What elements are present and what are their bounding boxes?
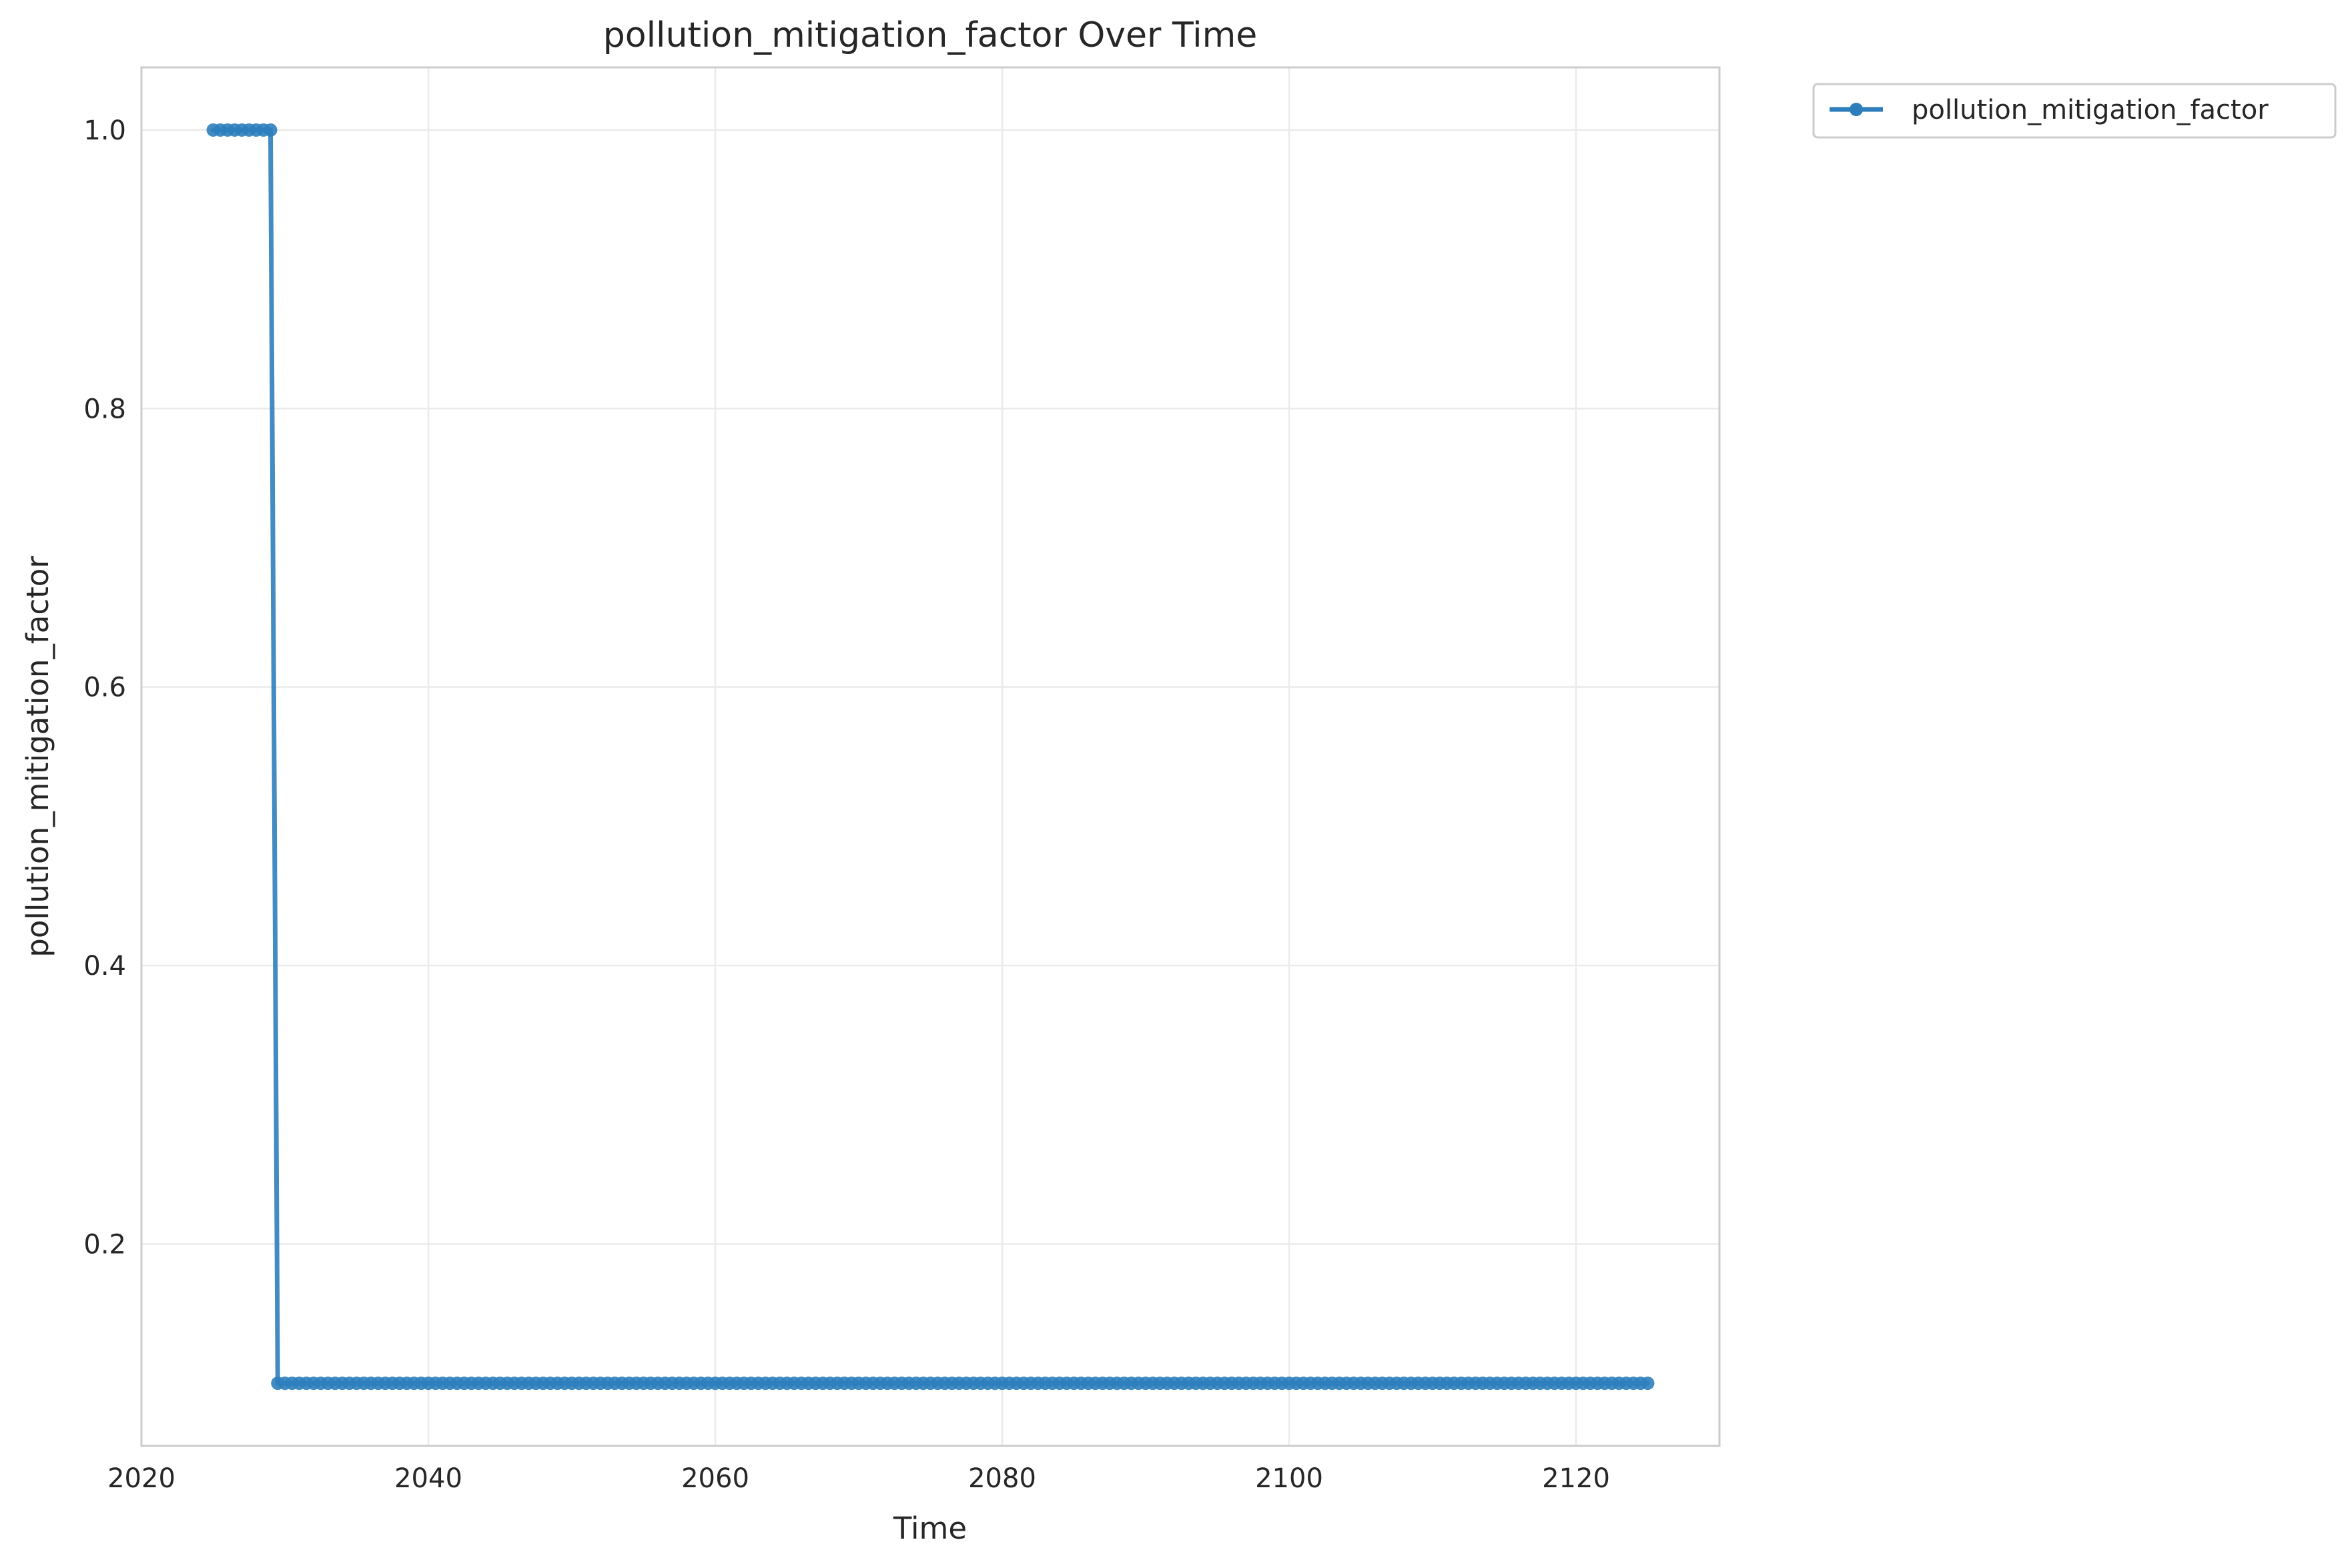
series-layer bbox=[206, 123, 1655, 1391]
legend-label: pollution_mitigation_factor bbox=[1912, 95, 2269, 125]
x-tick-label: 2100 bbox=[1255, 1463, 1323, 1494]
x-tick-label: 2120 bbox=[1542, 1463, 1610, 1494]
legend: pollution_mitigation_factor bbox=[1812, 83, 2337, 139]
x-axis-ticks: 2020 2040 2060 2080 2100 2120 bbox=[107, 1463, 1610, 1494]
y-axis-ticks: 0.2 0.4 0.6 0.8 1.0 bbox=[83, 115, 126, 1260]
y-tick-label: 0.2 bbox=[83, 1229, 126, 1260]
legend-frame bbox=[1812, 83, 2337, 139]
y-tick-label: 0.4 bbox=[83, 951, 126, 982]
y-tick-label: 0.8 bbox=[83, 394, 126, 424]
x-tick-label: 2080 bbox=[968, 1463, 1036, 1494]
x-tick-label: 2020 bbox=[107, 1463, 175, 1494]
y-tick-label: 0.6 bbox=[83, 673, 126, 703]
x-tick-label: 2040 bbox=[394, 1463, 462, 1494]
y-axis-label: pollution_mitigation_factor bbox=[20, 556, 55, 957]
y-tick-label: 1.0 bbox=[83, 115, 126, 146]
plot-area bbox=[141, 67, 1719, 1446]
plot-frame bbox=[140, 66, 1721, 1447]
grid-lines bbox=[140, 67, 1719, 1446]
legend-marker-swatch bbox=[1850, 103, 1863, 116]
chart-title: pollution_mitigation_factor Over Time bbox=[603, 15, 1257, 55]
x-tick-label: 2060 bbox=[681, 1463, 749, 1494]
data-point bbox=[1641, 1377, 1655, 1391]
x-axis-label: Time bbox=[893, 1511, 967, 1546]
data-point bbox=[264, 123, 278, 137]
